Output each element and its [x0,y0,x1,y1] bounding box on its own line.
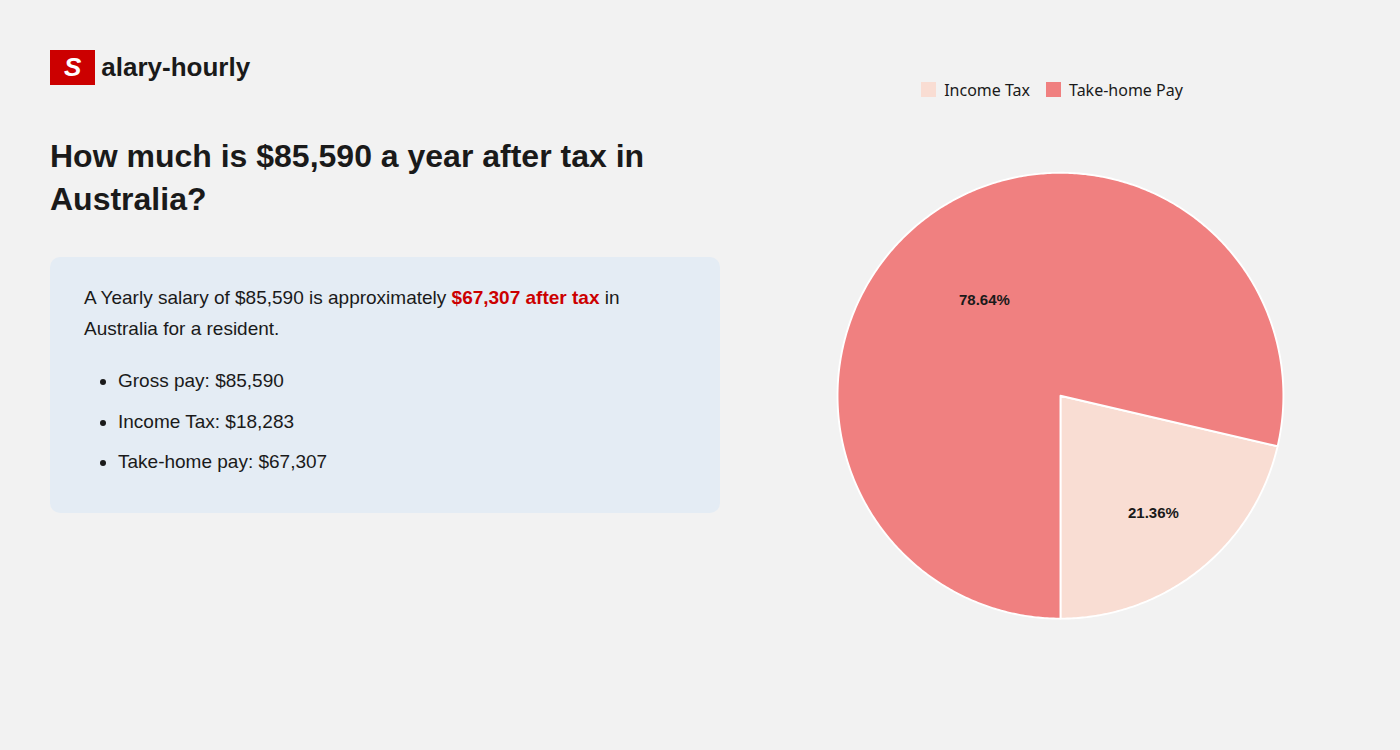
html-text:Australia?: Australia? [50,181,207,218]
svg-text:21.36%: 21.36% [1128,504,1179,521]
html-text:Gross pay: $85,590: Gross pay: $85,590 [118,370,284,392]
html-text:Take-home Pay: Take-home Pay [1069,78,1183,101]
html-text:Take-home pay: $67,307: Take-home pay: $67,307 [118,450,328,472]
html-text:Australia for a resident.: Australia for a resident. [84,317,280,339]
html-text:A Yearly salary of $85,590 is: A Yearly salary of $85,590 is approximat… [84,287,620,309]
html-text:Income Tax: $18,283: Income Tax: $18,283 [118,410,294,432]
html-text:How much is $85,590 a year aft: How much is $85,590 a year after tax in [50,138,645,174]
html-text:alary-hourly: alary-hourly [101,52,251,82]
html-text:Income Tax: Income Tax [944,78,1030,101]
svg-text:78.64%: 78.64% [959,291,1010,308]
html-text:S: S [64,52,82,82]
